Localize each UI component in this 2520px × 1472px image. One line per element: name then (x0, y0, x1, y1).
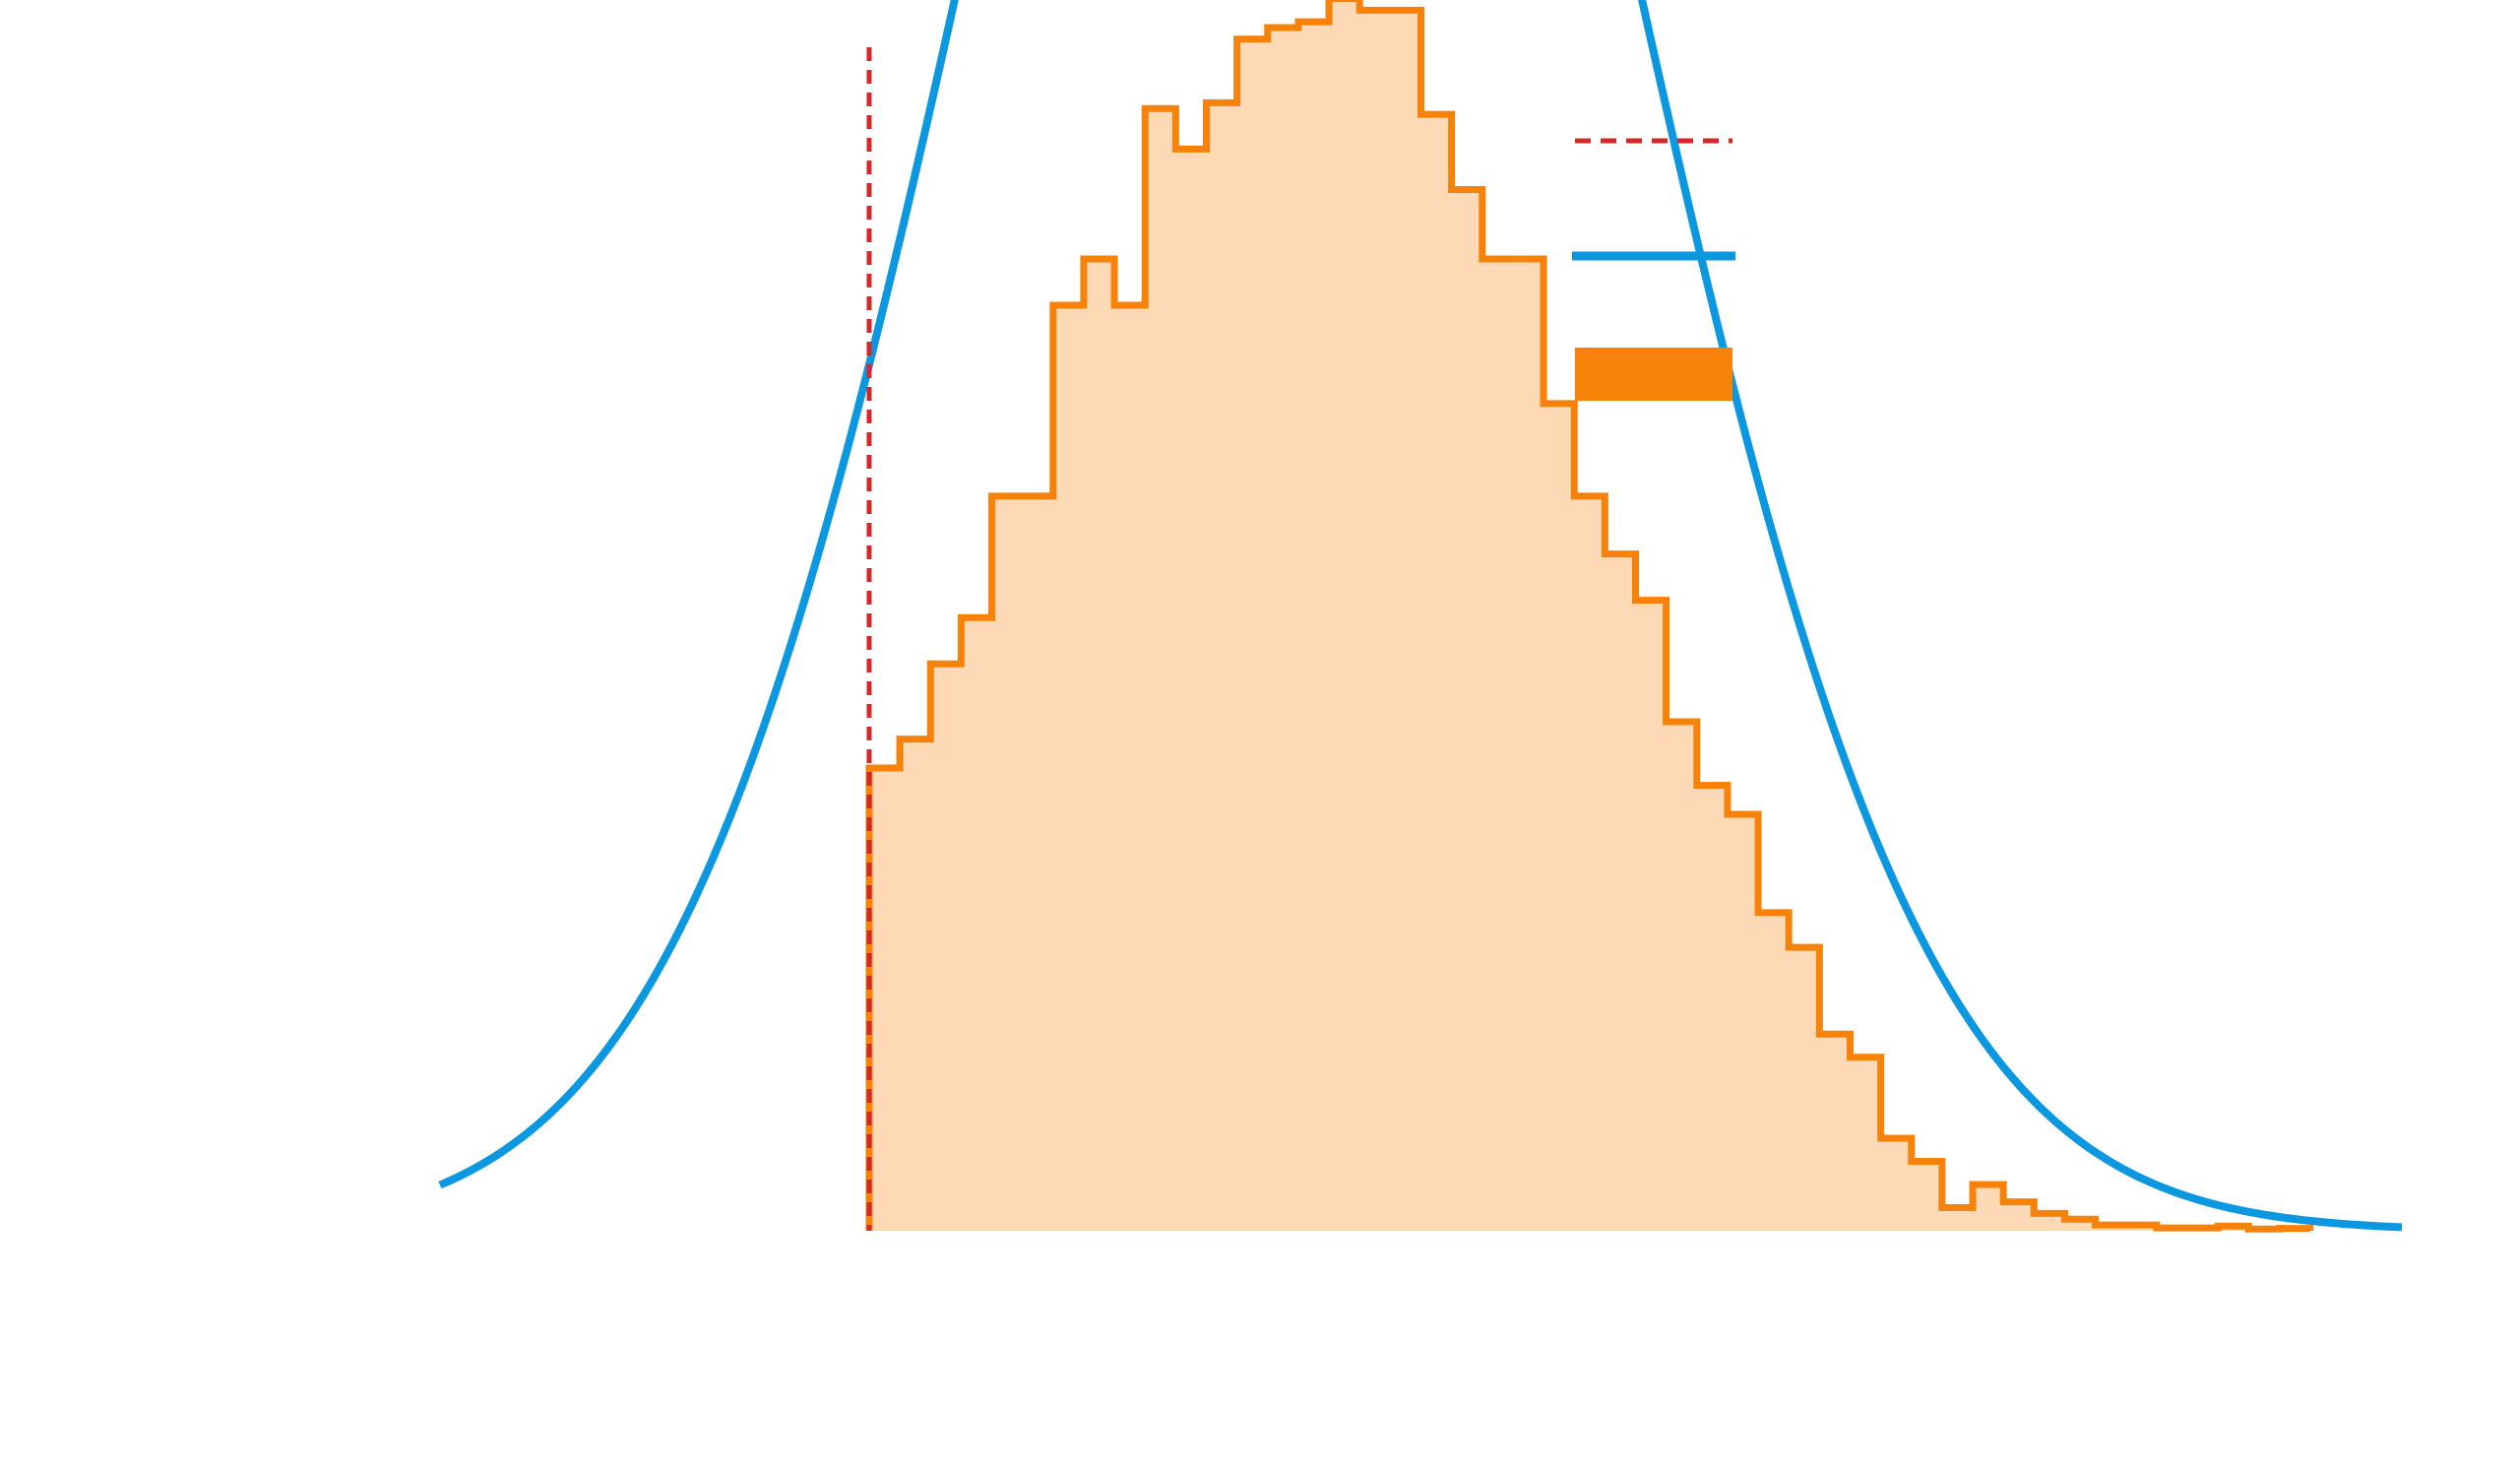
histogram-bar (1145, 108, 1176, 1231)
density-curve (438, 0, 2403, 1232)
histogram-bar (2034, 1213, 2065, 1231)
histogram-bar (1114, 305, 1146, 1231)
histogram-bar (1083, 259, 1115, 1231)
histogram-bar (1911, 1161, 1943, 1231)
histogram-bar (1666, 722, 1698, 1231)
histogram-bar (1574, 495, 1606, 1231)
histogram-bar (1329, 0, 1360, 1231)
histogram-bar (1605, 553, 1636, 1231)
histogram-bar (2003, 1201, 2035, 1231)
histogram-bar (1696, 785, 1729, 1231)
histogram-bar (1850, 1056, 1882, 1231)
histogram-bar (1022, 495, 1054, 1231)
histogram-bar (961, 617, 993, 1231)
histogram-bar (991, 495, 1024, 1231)
histogram-bar (2064, 1219, 2097, 1231)
histogram-bar (1544, 403, 1575, 1231)
histogram-bar (1481, 259, 1514, 1231)
histogram-bar (1390, 10, 1421, 1231)
histogram-bar (1297, 22, 1330, 1231)
histogram-bar (1973, 1184, 2004, 1231)
histogram-bar (1635, 600, 1668, 1231)
histogram-bar (930, 664, 962, 1231)
histogram-bar (1451, 189, 1483, 1231)
histogram-bar (1175, 149, 1208, 1231)
histogram-bar (1236, 38, 1269, 1231)
histogram-bar (868, 768, 901, 1231)
histogram-bar (1789, 947, 1820, 1231)
histogram-bar (900, 738, 931, 1231)
histogram-bar (1359, 10, 1391, 1231)
histogram-bar (1819, 1034, 1851, 1231)
histogram-bar (1267, 28, 1299, 1231)
histogram-bar (1758, 912, 1790, 1231)
histogram-bar (1880, 1138, 1913, 1231)
histogram-bar (1512, 259, 1544, 1231)
histogram-bar (1420, 114, 1453, 1231)
histogram-bar (1941, 1207, 1974, 1231)
histogram-bar (1727, 814, 1759, 1231)
histogram-bar (1052, 305, 1085, 1231)
histogram-bar (1206, 102, 1238, 1231)
histogram-outline (865, 0, 2314, 1233)
legend-histogram-marker (1575, 348, 1732, 401)
